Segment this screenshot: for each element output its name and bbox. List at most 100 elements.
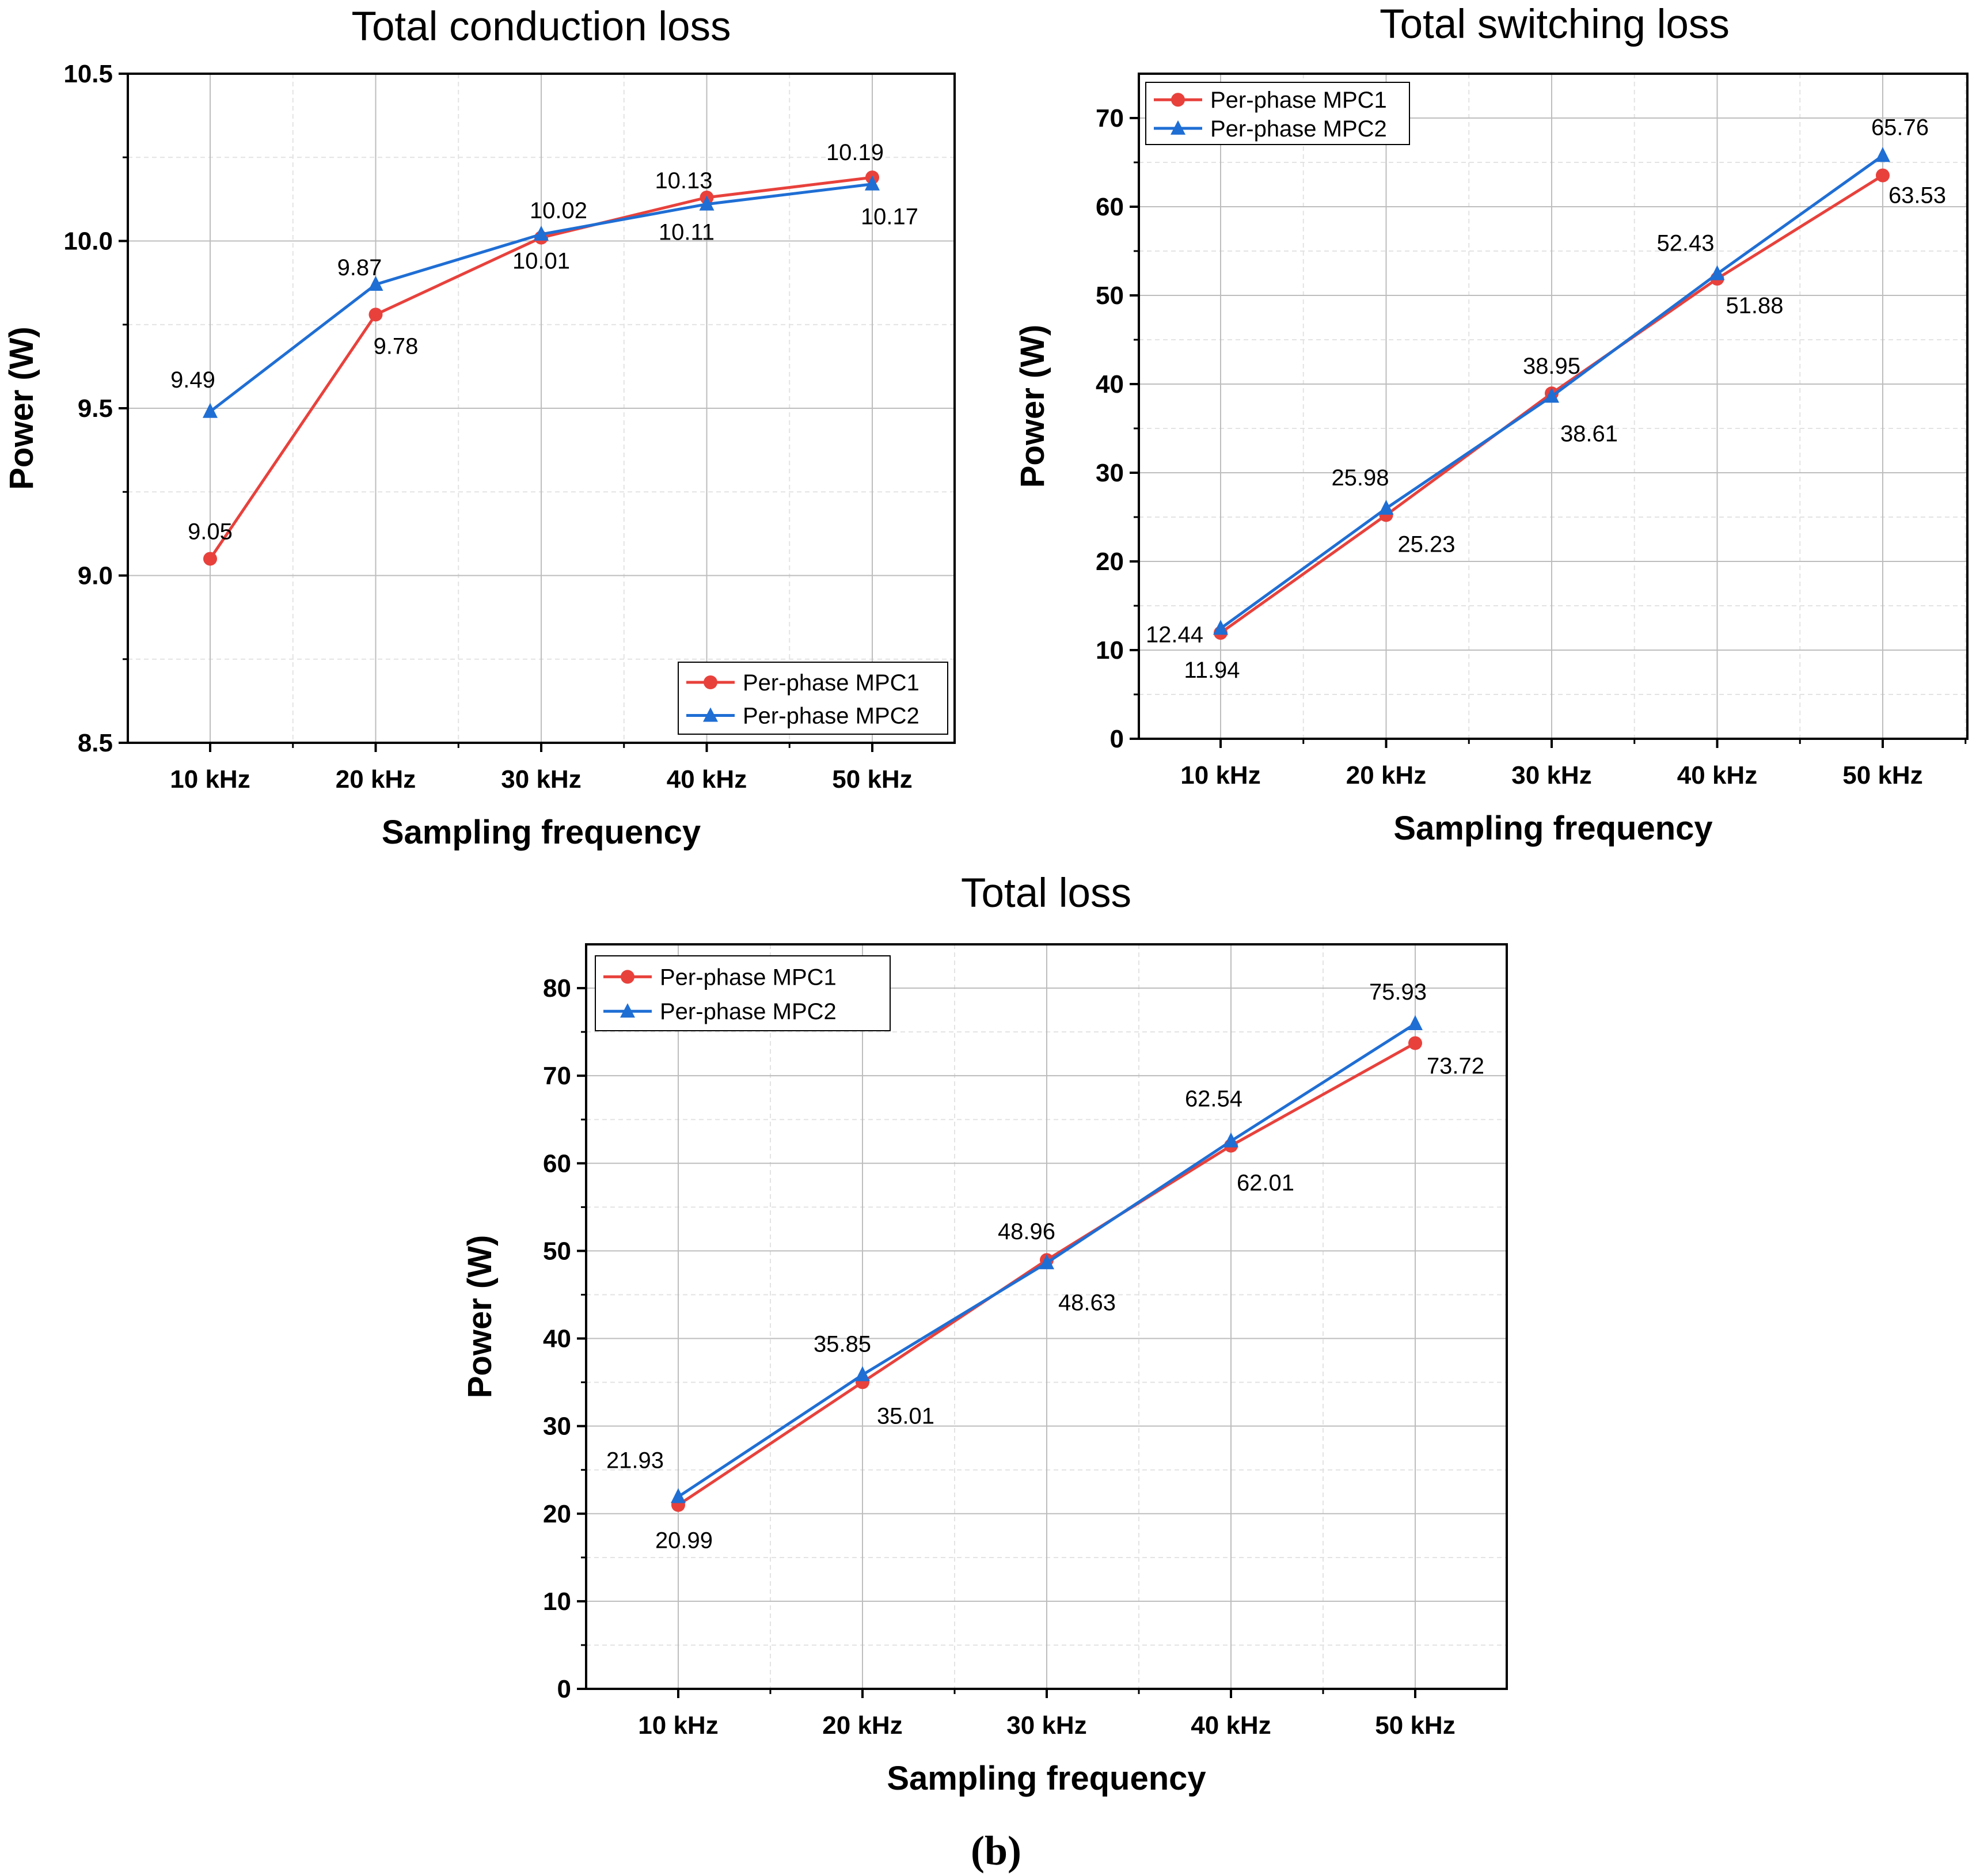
legend-entry: Per-phase MPC2 [1210,116,1387,142]
data-label: 73.72 [1427,1054,1484,1079]
conduction-loss-chart: Total conduction loss 8.5 9.0 9.5 10.0 10.5 10… [3,4,956,851]
data-label: 9.49 [170,367,215,393]
y-tick-label: 30 [543,1412,571,1441]
chart-title: Total loss [961,871,1131,916]
legend-entry: Per-phase MPC2 [660,999,837,1024]
y-tick-label: 70 [1096,104,1124,132]
data-label: 10.01 [512,249,570,274]
data-label: 35.85 [814,1332,871,1357]
y-axis-label: Power (W) [1014,325,1051,488]
y-tick-label: 20 [1096,548,1124,576]
data-label: 63.53 [1888,183,1946,208]
data-point-mpc1 [368,307,383,322]
y-tick-label: 8.5 [78,729,113,757]
data-label: 48.63 [1058,1290,1116,1315]
y-tick-label: 10 [543,1588,571,1616]
data-label: 52.43 [1656,231,1714,256]
x-tick-label: 50 kHz [1842,761,1922,789]
data-point-mpc2 [671,1488,686,1503]
x-tick-label: 30 kHz [1511,761,1591,789]
data-label: 10.13 [655,168,712,193]
data-label: 35.01 [877,1403,934,1429]
data-label: 20.99 [655,1528,713,1554]
data-point-mpc2 [699,195,715,211]
data-point-mpc2 [865,175,880,191]
y-tick-label: 9.0 [78,562,113,590]
legend-marker-triangle [620,1003,635,1018]
data-point-mpc2 [1039,1254,1054,1270]
legend-entry: Per-phase MPC1 [743,670,919,696]
data-point-mpc2 [1378,499,1394,515]
data-point-mpc1 [203,552,217,566]
data-label: 10.02 [530,198,587,223]
plot-frame [1138,73,1969,740]
legend-box [1145,82,1410,145]
y-tick-label: 50 [1096,282,1124,310]
data-label: 9.05 [188,519,233,544]
data-label: 38.95 [1523,354,1580,379]
data-point-mpc2 [534,225,549,241]
x-tick-label: 10 kHz [1180,761,1260,789]
y-tick-label: 0 [557,1675,571,1703]
switching-loss-chart: Total switching loss 0 10 20 30 40 50 60 70 10 kH… [1014,2,1969,847]
legend-entry: Per-phase MPC2 [743,704,919,729]
x-tick-label: 50 kHz [832,765,912,793]
legend-marker-circle [1171,93,1185,107]
x-axis-label: Sampling frequency [382,814,701,851]
x-tick-label: 40 kHz [667,765,747,793]
y-tick-label: 70 [543,1062,571,1090]
legend-entry: Per-phase MPC1 [660,964,837,990]
x-axis-label: Sampling frequency [1393,810,1712,847]
total-loss-chart: Total loss 0 10 20 30 40 50 60 70 80 10 kHz 20 kHz 3… [461,871,1508,1797]
y-axis-label: Power (W) [461,1235,499,1399]
data-label: 25.23 [1397,531,1455,557]
x-tick-label: 20 kHz [1346,761,1426,789]
legend-entry: Per-phase MPC1 [1210,88,1387,113]
data-label: 48.96 [998,1219,1055,1244]
data-point-mpc2 [1544,388,1559,403]
x-tick-label: 10 kHz [170,765,250,793]
y-tick-label: 0 [1110,725,1124,753]
data-label: 10.19 [826,140,884,165]
y-tick-label: 50 [543,1237,571,1265]
x-tick-label: 30 kHz [1006,1711,1086,1740]
y-tick-label: 60 [1096,193,1124,221]
y-tick-label: 10 [1096,636,1124,664]
data-point-mpc2 [203,402,218,418]
x-tick-label: 10 kHz [638,1711,718,1740]
data-label: 62.01 [1237,1171,1294,1196]
y-tick-label: 80 [543,974,571,1002]
data-label: 11.94 [1184,658,1240,683]
chart-title: Total conduction loss [351,4,731,50]
data-label: 62.54 [1185,1087,1242,1112]
data-point-mpc1 [1408,1036,1422,1050]
x-tick-label: 20 kHz [822,1711,902,1740]
data-point-mpc2 [1709,265,1725,280]
data-point-mpc2 [1408,1015,1423,1030]
data-label: 51.88 [1726,293,1783,318]
data-label: 9.78 [374,333,419,359]
data-label: 25.98 [1331,465,1389,491]
figure-caption: (b) [971,1828,1021,1874]
y-tick-label: 20 [543,1500,571,1528]
data-point-mpc2 [1223,1132,1238,1148]
y-tick-label: 9.5 [78,394,113,423]
x-axis-label: Sampling frequency [887,1760,1206,1797]
y-tick-label: 40 [1096,370,1124,398]
data-point-mpc2 [1875,147,1890,162]
y-tick-label: 60 [543,1149,571,1178]
x-tick-label: 50 kHz [1375,1711,1455,1740]
data-point-mpc1 [1876,168,1890,183]
x-tick-label: 40 kHz [1677,761,1757,789]
data-point-mpc2 [855,1366,870,1381]
data-label: 38.61 [1560,421,1618,446]
x-tick-label: 20 kHz [336,765,416,793]
data-label: 65.76 [1871,115,1929,140]
legend-box [678,662,948,735]
data-point-mpc2 [1213,620,1228,635]
data-label: 10.17 [861,204,918,230]
legend-marker-circle [704,675,717,689]
y-axis-label: Power (W) [3,326,40,490]
legend-marker-triangle [1171,120,1185,135]
